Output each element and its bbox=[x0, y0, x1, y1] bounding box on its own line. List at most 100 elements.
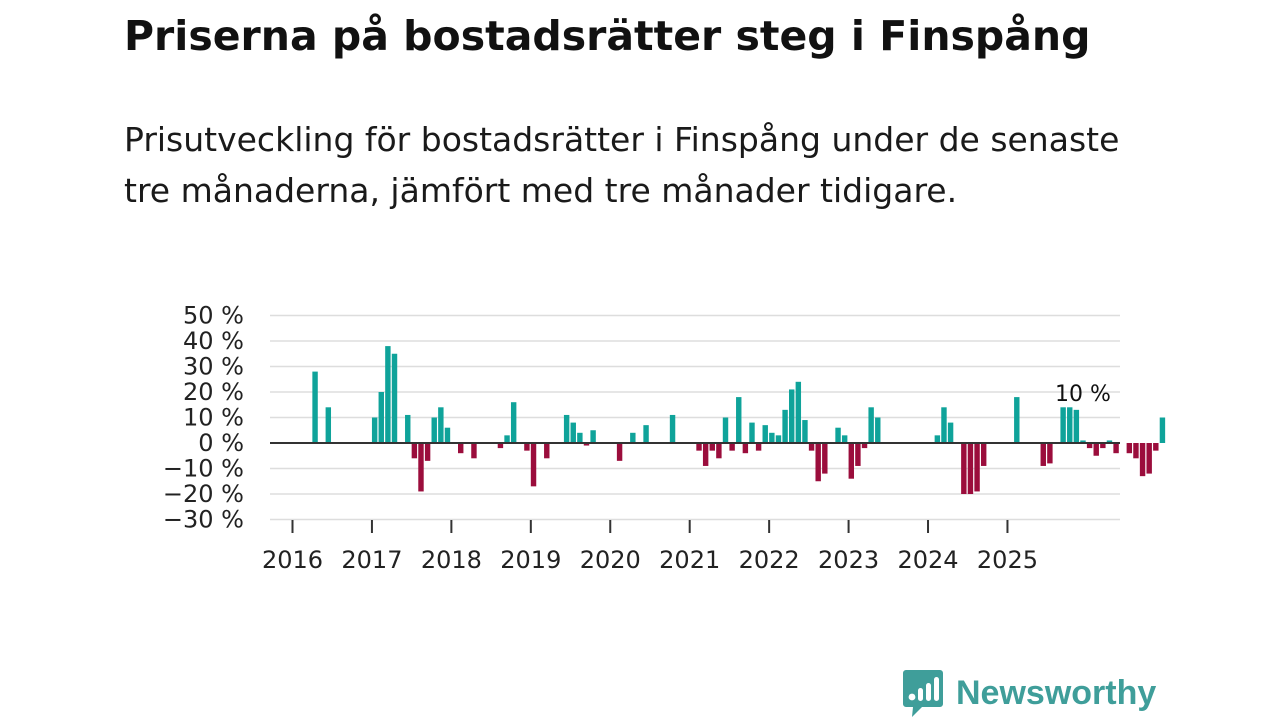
bar bbox=[444, 427, 451, 443]
bar bbox=[1093, 443, 1099, 456]
x-tick-label: 2022 bbox=[739, 546, 800, 574]
bar bbox=[577, 432, 583, 443]
bar bbox=[815, 443, 821, 482]
bar bbox=[802, 420, 808, 443]
y-tick-label: −20 % bbox=[163, 480, 244, 508]
bar bbox=[1014, 397, 1020, 443]
gridlines bbox=[270, 314, 1120, 521]
y-tick-label: −30 % bbox=[163, 506, 244, 534]
bar bbox=[716, 443, 722, 459]
bar bbox=[1126, 443, 1133, 454]
bar bbox=[669, 414, 676, 443]
bar bbox=[1146, 443, 1152, 474]
bar bbox=[729, 443, 735, 451]
bar bbox=[418, 443, 424, 492]
y-tick-label: 50 % bbox=[183, 302, 244, 330]
bar bbox=[1139, 443, 1146, 477]
brand-name: Newsworthy bbox=[956, 673, 1157, 712]
bar bbox=[841, 435, 848, 443]
bar bbox=[438, 407, 444, 443]
bar bbox=[875, 417, 881, 443]
bar bbox=[1113, 443, 1119, 454]
bar bbox=[868, 407, 874, 443]
bar bbox=[696, 443, 702, 451]
bar bbox=[544, 443, 550, 459]
bars bbox=[312, 346, 1166, 494]
bar bbox=[769, 432, 775, 443]
newsworthy-brand: Newsworthy bbox=[902, 668, 1156, 718]
bar bbox=[524, 443, 530, 451]
bar bbox=[385, 346, 391, 443]
bar bbox=[312, 371, 318, 443]
bar bbox=[530, 443, 537, 487]
bar bbox=[967, 443, 974, 494]
bar bbox=[1040, 443, 1046, 466]
bar bbox=[616, 443, 623, 461]
y-axis-ticks: 50 %40 %30 %20 %10 %0 %−10 %−20 %−30 % bbox=[163, 302, 244, 534]
bar bbox=[709, 443, 715, 451]
x-axis: 2016 2017 2018 2019 2020 2021 2022 2023 2024 2025 bbox=[262, 442, 1120, 574]
x-tick-label: 2020 bbox=[580, 546, 641, 574]
bar bbox=[424, 443, 431, 461]
chart-title: Priserna på bostadsrätter steg i Finspån… bbox=[124, 12, 1091, 60]
bar bbox=[583, 443, 590, 446]
bar bbox=[755, 443, 762, 451]
bar bbox=[1159, 417, 1166, 443]
y-tick-label: −10 % bbox=[163, 455, 244, 483]
bar bbox=[405, 414, 411, 443]
bar bbox=[510, 402, 517, 443]
bar bbox=[504, 435, 510, 443]
bar bbox=[1067, 407, 1073, 443]
bar bbox=[702, 443, 709, 466]
bar bbox=[974, 443, 980, 492]
bar bbox=[795, 381, 802, 443]
bar bbox=[497, 443, 504, 449]
bar bbox=[1133, 443, 1139, 459]
bar bbox=[980, 443, 987, 466]
bar bbox=[749, 422, 755, 443]
bar bbox=[762, 425, 768, 443]
bar bbox=[643, 425, 649, 443]
bar bbox=[1106, 440, 1113, 443]
bar bbox=[1073, 409, 1080, 443]
x-tick-label: 2019 bbox=[500, 546, 561, 574]
x-tick-label: 2023 bbox=[818, 546, 879, 574]
bar bbox=[458, 443, 464, 454]
bar bbox=[1047, 443, 1053, 464]
y-tick-label: 40 % bbox=[183, 327, 244, 355]
bar bbox=[471, 443, 477, 459]
bar bbox=[1060, 407, 1066, 443]
bar bbox=[1153, 443, 1159, 451]
chart-subtitle: Prisutveckling för bostadsrätter i Finsp… bbox=[124, 120, 1120, 210]
bar bbox=[371, 417, 378, 443]
bar bbox=[822, 443, 828, 474]
bar bbox=[775, 435, 782, 443]
x-tick-label: 2024 bbox=[897, 546, 958, 574]
bar bbox=[736, 397, 742, 443]
annotations: 10 % bbox=[1055, 382, 1111, 407]
bar bbox=[742, 443, 749, 454]
bar bbox=[789, 389, 795, 443]
bar bbox=[722, 417, 729, 443]
x-tick-label: 2021 bbox=[659, 546, 720, 574]
newsworthy-logo-icon bbox=[903, 670, 943, 717]
y-tick-label: 20 % bbox=[183, 378, 244, 406]
bar bbox=[411, 443, 418, 459]
bar bbox=[855, 443, 861, 466]
bar bbox=[941, 407, 947, 443]
bar bbox=[848, 443, 854, 479]
bar bbox=[1086, 443, 1093, 449]
bar bbox=[378, 392, 384, 443]
x-tick-label: 2025 bbox=[977, 546, 1038, 574]
bar bbox=[431, 417, 437, 443]
x-tick-label: 2018 bbox=[421, 546, 482, 574]
bar bbox=[1100, 443, 1106, 449]
bar bbox=[808, 443, 815, 451]
bar bbox=[590, 430, 596, 443]
bar bbox=[563, 414, 570, 443]
bar bbox=[835, 427, 841, 443]
last-value-label: 10 % bbox=[1055, 382, 1111, 407]
bar bbox=[961, 443, 967, 494]
bar bbox=[947, 422, 954, 443]
bar bbox=[782, 409, 788, 443]
